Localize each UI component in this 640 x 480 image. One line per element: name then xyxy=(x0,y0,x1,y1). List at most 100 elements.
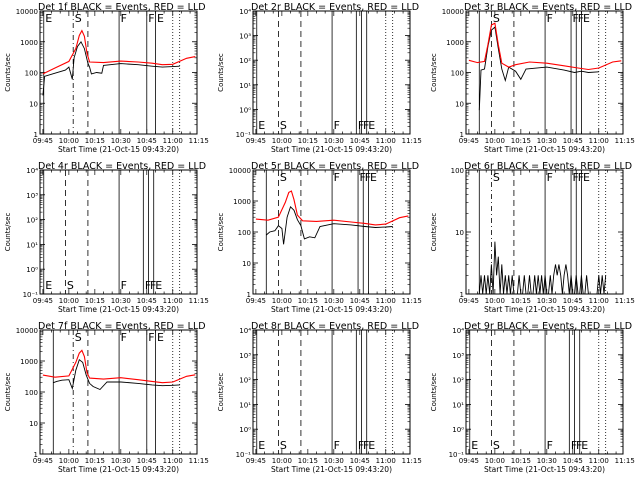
event-marker-label: S xyxy=(493,439,500,452)
x-tick-label: 10:45 xyxy=(563,457,583,465)
event-marker-label: E xyxy=(157,331,164,344)
y-tick-label: 1000 xyxy=(20,358,38,366)
y-tick-label: 10³ xyxy=(452,352,464,360)
y-tick-label: 10 xyxy=(455,100,464,108)
y-tick-label: 100 xyxy=(451,70,464,78)
y-tick-label: 10000 xyxy=(16,8,38,16)
x-tick-label: 10:45 xyxy=(137,457,157,465)
lld-series-line xyxy=(42,349,196,384)
event-marker-label: F xyxy=(547,439,553,452)
x-tick-label: 09:45 xyxy=(246,457,266,465)
x-tick-label: 10:00 xyxy=(59,457,79,465)
y-tick-label: 10¹ xyxy=(239,401,251,409)
event-marker-label: E xyxy=(370,171,377,184)
y-tick-label: 10⁴ xyxy=(239,327,251,335)
y-tick-label: 10¹ xyxy=(239,82,251,90)
y-tick-label: 1 xyxy=(34,131,38,139)
x-tick-label: 09:45 xyxy=(459,457,479,465)
x-tick-label: 10:45 xyxy=(563,137,583,145)
events-series-line xyxy=(266,205,393,245)
x-tick-label: 10:30 xyxy=(537,297,557,305)
x-tick-label: 10:45 xyxy=(350,297,370,305)
y-tick-label: 1 xyxy=(34,451,38,459)
x-tick-label: 09:45 xyxy=(246,137,266,145)
events-series-line xyxy=(478,241,607,295)
event-marker-label: E xyxy=(157,12,164,25)
y-tick-label: 10 xyxy=(242,260,251,268)
x-tick-label: 11:00 xyxy=(376,457,396,465)
y-tick-label: 100 xyxy=(25,389,38,397)
x-tick-label: 10:00 xyxy=(272,137,292,145)
plot-frame xyxy=(39,169,198,295)
event-marker-label: F xyxy=(578,171,584,184)
x-tick-label: 10:15 xyxy=(511,457,531,465)
panel-det1f: Det 1f BLACK = Events, RED = LLD 1 10 100 10… xyxy=(4,2,209,154)
y-tick-label: 10³ xyxy=(26,192,38,200)
event-marker-label: F xyxy=(547,12,553,25)
events-series-line xyxy=(53,358,180,391)
x-tick-label: 10:00 xyxy=(272,297,292,305)
panel-det8r: Det 8r BLACK = Events, RED = LLD 10⁻¹ 10⁰ 1… xyxy=(217,321,422,474)
x-tick-label: 11:00 xyxy=(589,137,609,145)
x-axis-label: Start Time (21-Oct-15 09:43:20) xyxy=(58,465,179,474)
x-tick-label: 10:15 xyxy=(298,137,318,145)
x-axis-label: Start Time (21-Oct-15 09:43:20) xyxy=(484,305,605,314)
event-marker-label: F xyxy=(148,331,154,344)
event-marker-label: F xyxy=(363,439,369,452)
y-tick-label: 10⁴ xyxy=(26,167,38,175)
x-tick-label: 10:30 xyxy=(111,137,131,145)
panel-det6r: Det 6r BLACK = Events, RED = LLD 1 10 100 Co… xyxy=(430,161,635,314)
event-marker-label: F xyxy=(358,439,364,452)
y-tick-label: 10³ xyxy=(239,33,251,41)
event-marker-label: E xyxy=(583,12,590,25)
x-tick-label: 10:30 xyxy=(324,297,344,305)
x-tick-label: 10:30 xyxy=(324,457,344,465)
y-tick-label: 10⁻¹ xyxy=(449,451,465,459)
x-tick-label: 11:15 xyxy=(402,137,422,145)
y-axis-label: Counts/sec xyxy=(4,53,12,92)
event-marker-label: S xyxy=(280,171,287,184)
y-tick-label: 10000 xyxy=(442,8,464,16)
x-tick-label: 11:15 xyxy=(402,457,422,465)
y-tick-label: 10⁴ xyxy=(452,327,464,335)
x-axis-label: Start Time (21-Oct-15 09:43:20) xyxy=(58,145,179,154)
y-axis-label: Counts/sec xyxy=(430,373,438,412)
x-tick-label: 11:00 xyxy=(376,297,396,305)
event-marker-label: S xyxy=(75,12,82,25)
y-tick-label: 1000 xyxy=(20,39,38,47)
y-tick-label: 10⁰ xyxy=(239,426,251,434)
event-marker-label: F xyxy=(334,439,340,452)
x-tick-label: 10:00 xyxy=(485,297,505,305)
event-marker-label: S xyxy=(280,119,287,132)
x-tick-label: 11:15 xyxy=(402,297,422,305)
x-tick-label: 10:45 xyxy=(137,137,157,145)
event-marker-label: F xyxy=(573,12,579,25)
y-tick-label: 10⁰ xyxy=(26,266,38,274)
x-tick-label: 10:15 xyxy=(85,457,105,465)
panel-det5r: Det 5r BLACK = Events, RED = LLD 1 10 100 10… xyxy=(217,161,422,314)
y-tick-label: 10² xyxy=(239,377,251,385)
x-tick-label: 10:00 xyxy=(485,457,505,465)
panel-title: Det 8r BLACK = Events, RED = LLD xyxy=(251,321,419,332)
y-tick-label: 10² xyxy=(452,377,464,385)
x-tick-label: 10:30 xyxy=(324,137,344,145)
event-marker-label: S xyxy=(67,279,74,292)
y-tick-label: 10⁰ xyxy=(452,426,464,434)
event-marker-label: F xyxy=(571,439,577,452)
y-tick-label: 10 xyxy=(29,100,38,108)
panel-title: Det 6r BLACK = Events, RED = LLD xyxy=(464,161,632,172)
lld-series-line xyxy=(42,29,196,75)
x-tick-label: 11:00 xyxy=(376,137,396,145)
panel-title: Det 9r BLACK = Events, RED = LLD xyxy=(464,321,632,332)
y-tick-label: 1000 xyxy=(233,198,251,206)
event-marker-label: E xyxy=(471,439,478,452)
event-marker-label: F xyxy=(145,279,151,292)
panel-title: Det 1f BLACK = Events, RED = LLD xyxy=(38,2,206,13)
x-tick-label: 10:45 xyxy=(350,457,370,465)
panel-title: Det 7f BLACK = Events, RED = LLD xyxy=(38,321,206,332)
x-tick-label: 10:00 xyxy=(485,137,505,145)
x-tick-label: 10:15 xyxy=(85,137,105,145)
plot-frame xyxy=(252,329,411,455)
y-tick-label: 10⁻¹ xyxy=(236,131,252,139)
